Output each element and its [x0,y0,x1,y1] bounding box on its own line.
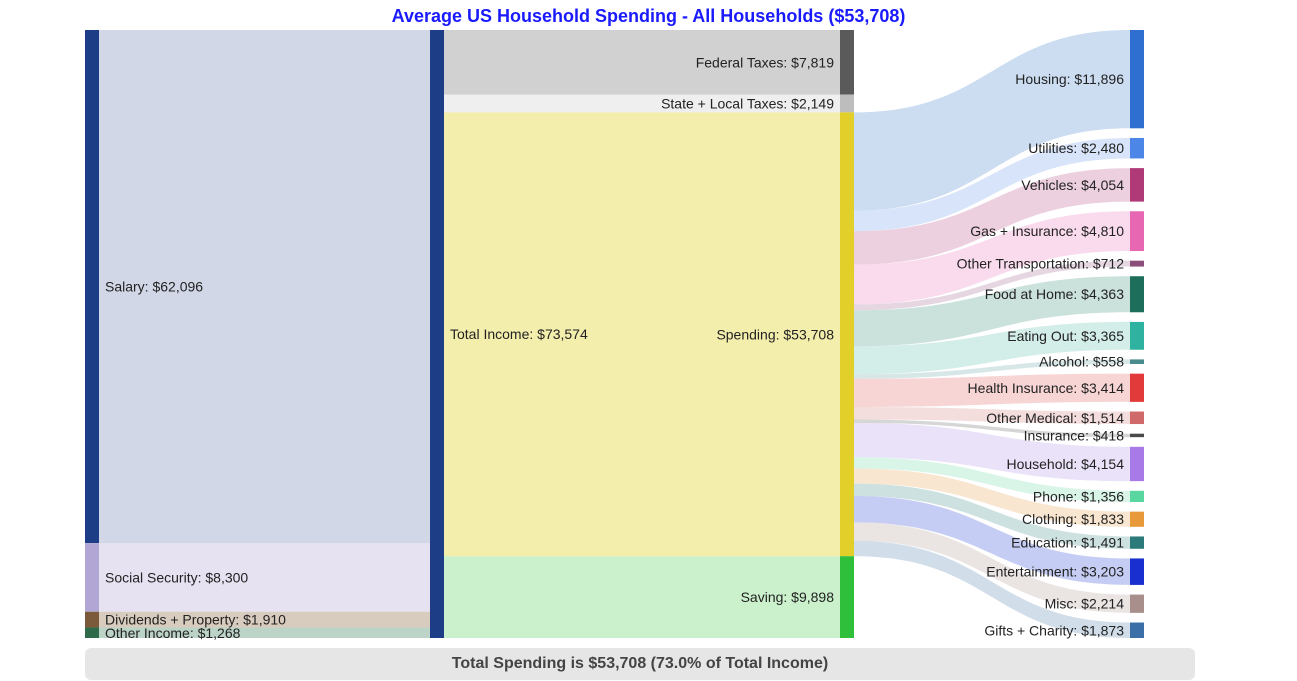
node-phone [1130,491,1144,502]
label-education: Education: $1,491 [1011,535,1124,551]
node-misc [1130,595,1144,613]
node-entertain [1130,558,1144,584]
node-alcohol [1130,359,1144,364]
label-salary: Salary: $62,096 [105,279,203,295]
node-ss [85,543,99,612]
label-foodhome: Food at Home: $4,363 [985,286,1125,302]
node-utilities [1130,138,1144,158]
node-fedtax [840,30,854,95]
label-housing: Housing: $11,896 [1015,71,1124,87]
label-healthins: Health Insurance: $3,414 [968,380,1125,396]
label-insurance: Insurance: $418 [1024,427,1125,443]
node-spend [840,112,854,556]
node-divprop [85,612,99,628]
label-ss: Social Security: $8,300 [105,569,248,585]
label-othertrans: Other Transportation: $712 [957,256,1125,272]
node-clothing [1130,512,1144,527]
label-gifts: Gifts + Charity: $1,873 [984,622,1124,638]
label-clothing: Clothing: $1,833 [1022,511,1124,527]
node-othertrans [1130,261,1144,267]
node-insurance [1130,434,1144,437]
label-household: Household: $4,154 [1006,456,1124,472]
label-spend: Spending: $53,708 [716,326,834,342]
node-education [1130,536,1144,548]
node-sltax [840,95,854,113]
node-saving [840,556,854,638]
node-housing [1130,30,1144,128]
node-othermed [1130,412,1144,425]
node-otherinc [85,628,99,638]
node-healthins [1130,374,1144,402]
label-othermed: Other Medical: $1,514 [986,410,1124,426]
node-household [1130,447,1144,481]
label-saving: Saving: $9,898 [741,589,835,605]
node-total [430,30,444,638]
node-gasins [1130,211,1144,251]
label-sltax: State + Local Taxes: $2,149 [661,95,834,111]
label-misc: Misc: $2,214 [1045,596,1125,612]
label-vehicles: Vehicles: $4,054 [1021,177,1124,193]
node-foodhome [1130,276,1144,312]
label-eatout: Eating Out: $3,365 [1007,328,1124,344]
label-phone: Phone: $1,356 [1033,488,1124,504]
sankey-svg: Salary: $62,096Social Security: $8,300Di… [0,0,1297,681]
node-eatout [1130,322,1144,350]
footer-summary: Total Spending is $53,708 (73.0% of Tota… [85,648,1195,680]
node-gifts [1130,623,1144,638]
label-utilities: Utilities: $2,480 [1028,140,1124,156]
label-gasins: Gas + Insurance: $4,810 [970,223,1124,239]
label-entertain: Entertainment: $3,203 [986,564,1124,580]
label-alcohol: Alcohol: $558 [1039,354,1124,370]
label-total: Total Income: $73,574 [450,326,588,342]
label-otherinc: Other Income: $1,268 [105,625,241,641]
label-fedtax: Federal Taxes: $7,819 [696,54,834,70]
node-vehicles [1130,168,1144,202]
node-salary [85,30,99,543]
